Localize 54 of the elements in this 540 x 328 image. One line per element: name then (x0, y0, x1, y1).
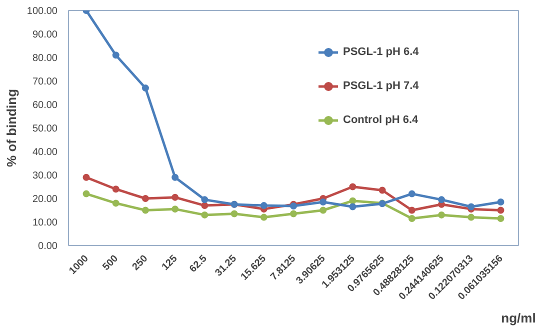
point (142, 195, 149, 202)
y-tick-label: 20.00 (32, 194, 58, 205)
point (349, 203, 356, 210)
point (438, 211, 446, 218)
point (349, 183, 356, 190)
y-tick-label: 30.00 (32, 170, 58, 182)
point (172, 174, 179, 181)
y-tick-label: 10.00 (32, 218, 58, 228)
point (260, 202, 268, 210)
point (201, 211, 208, 218)
y-tick-label: 100.00 (26, 6, 58, 17)
x-tick-label: 125 (160, 253, 180, 273)
point (112, 52, 120, 59)
point (172, 194, 179, 201)
y-tick-label: 0.00 (38, 241, 58, 252)
y-tick-label: 40.00 (32, 147, 58, 158)
point (349, 197, 356, 204)
point (82, 190, 90, 198)
point (468, 203, 475, 210)
x-axis-title: ng/ml (501, 310, 536, 326)
legend-label: PSGL-1 pH 7.4 (343, 80, 419, 92)
y-axis-title: % of binding (4, 88, 19, 167)
point (142, 84, 149, 92)
point (497, 206, 504, 214)
point (320, 198, 327, 206)
point (201, 202, 208, 210)
legend-label: PSGL-1 pH 6.4 (343, 46, 419, 58)
point (497, 198, 504, 206)
point (408, 214, 416, 222)
x-tick-label: 62.5 (188, 253, 210, 275)
point (290, 210, 297, 218)
point (378, 186, 386, 194)
x-tick-label: 250 (130, 253, 150, 273)
point (230, 210, 238, 218)
point (497, 214, 504, 222)
point (320, 206, 327, 214)
x-tick-label: 500 (100, 253, 121, 273)
point (408, 190, 416, 198)
point (468, 214, 475, 221)
point (112, 186, 120, 193)
point (82, 174, 90, 181)
y-tick-label: 50.00 (32, 124, 58, 134)
point (408, 206, 416, 214)
y-tick-label: 90.00 (32, 30, 58, 40)
point (112, 200, 120, 207)
legend-label: Control pH 6.4 (343, 114, 418, 126)
y-tick-label: 60.00 (32, 100, 58, 111)
point (260, 214, 268, 221)
point (201, 196, 208, 204)
point (438, 196, 446, 204)
y-tick-label: 80.00 (32, 53, 58, 64)
point (142, 206, 149, 214)
y-tick-label: 70.00 (32, 76, 58, 88)
point (172, 206, 179, 213)
